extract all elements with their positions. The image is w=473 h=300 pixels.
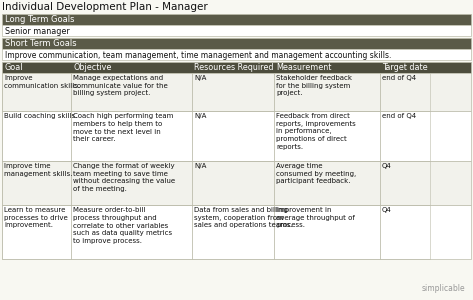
Bar (71, 161, 193, 205)
Text: Change the format of weekly
team meeting to save time
without decreasing the val: Change the format of weekly team meeting… (73, 163, 175, 192)
Bar (2, 14, 471, 25)
Text: simplicable: simplicable (421, 284, 465, 293)
Text: Manage expectations and
communicate value for the
billing system project.: Manage expectations and communicate valu… (73, 75, 168, 97)
Bar (2, 161, 71, 205)
Text: Short Term Goals: Short Term Goals (5, 40, 77, 49)
Bar (71, 205, 193, 259)
Text: Measure order-to-bill
process throughput and
correlate to other variables
such a: Measure order-to-bill process throughput… (73, 207, 173, 244)
Bar (274, 161, 380, 205)
Bar (193, 161, 274, 205)
Text: end of Q4: end of Q4 (382, 113, 416, 119)
Bar (2, 73, 471, 111)
Bar (2, 111, 471, 161)
Text: Average time
consumed by meeting,
participant feedback.: Average time consumed by meeting, partic… (277, 163, 357, 184)
Bar (380, 73, 430, 111)
Bar (193, 205, 274, 259)
Text: end of Q4: end of Q4 (382, 75, 416, 81)
Text: Improve time
management skills.: Improve time management skills. (4, 163, 72, 177)
Text: Feedback from direct
reports, improvements
in performance,
promotions of direct
: Feedback from direct reports, improvemen… (277, 113, 356, 150)
Text: Long Term Goals: Long Term Goals (5, 16, 75, 25)
Bar (193, 73, 274, 111)
Bar (380, 111, 430, 161)
Text: Build coaching skills.: Build coaching skills. (4, 113, 78, 119)
Bar (2, 62, 471, 73)
Text: Improve communication, team management, time management and management accountin: Improve communication, team management, … (5, 50, 391, 59)
Text: Data from sales and billing
system, cooperation from
sales and operations teams.: Data from sales and billing system, coop… (194, 207, 293, 229)
Text: Learn to measure
processes to drive
improvement.: Learn to measure processes to drive impr… (4, 207, 68, 229)
Bar (274, 205, 380, 259)
Bar (2, 111, 71, 161)
Text: Goal: Goal (4, 64, 23, 73)
Bar (2, 25, 471, 36)
Bar (274, 111, 380, 161)
Bar (2, 205, 71, 259)
Text: N/A: N/A (194, 113, 207, 119)
Bar (71, 73, 193, 111)
Bar (274, 73, 380, 111)
Text: Senior manager: Senior manager (5, 26, 70, 35)
Text: Measurement: Measurement (277, 64, 332, 73)
Bar (2, 49, 471, 60)
Text: Improvement in
average throughput of
process.: Improvement in average throughput of pro… (277, 207, 355, 229)
Text: Q4: Q4 (382, 207, 392, 213)
Bar (2, 161, 471, 205)
Bar (193, 111, 274, 161)
Bar (2, 38, 471, 49)
Text: Individual Development Plan - Manager: Individual Development Plan - Manager (2, 2, 208, 12)
Bar (380, 205, 430, 259)
Text: Q4: Q4 (382, 163, 392, 169)
Bar (2, 205, 471, 259)
Text: Stakeholder feedback
for the billing system
project.: Stakeholder feedback for the billing sys… (277, 75, 352, 97)
Bar (380, 161, 430, 205)
Text: N/A: N/A (194, 75, 207, 81)
Text: Objective: Objective (73, 64, 112, 73)
Text: Coach high performing team
members to help them to
move to the next level in
the: Coach high performing team members to he… (73, 113, 174, 142)
Bar (2, 73, 71, 111)
Text: N/A: N/A (194, 163, 207, 169)
Text: Target date: Target date (382, 64, 428, 73)
Text: Resources Required: Resources Required (194, 64, 274, 73)
Text: Improve
communication skills.: Improve communication skills. (4, 75, 80, 89)
Bar (71, 111, 193, 161)
